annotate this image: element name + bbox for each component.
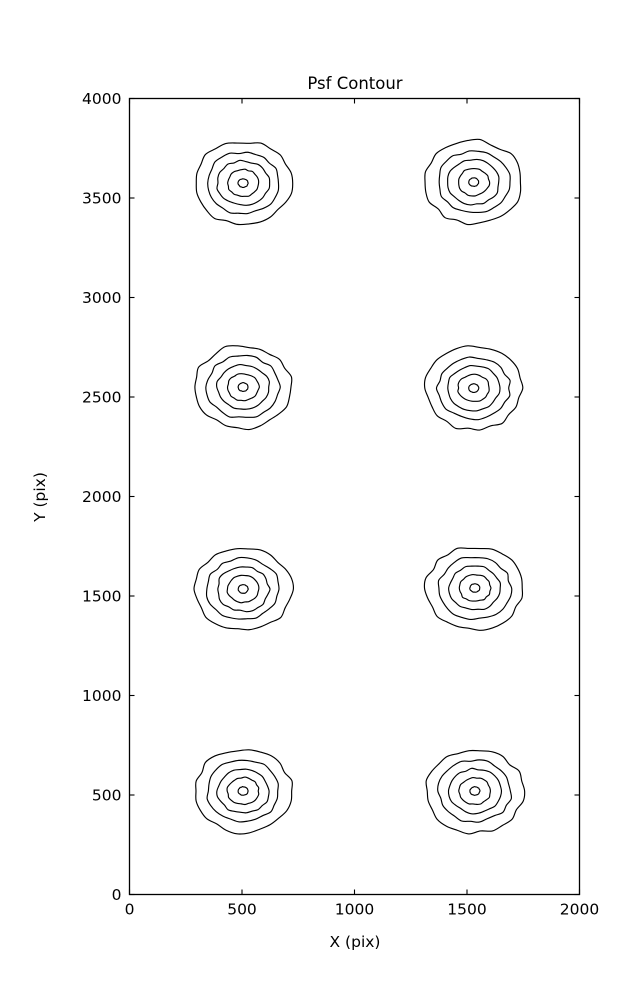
x-axis-tick-labels: 0 500 1000 1500 2000 bbox=[125, 901, 600, 919]
psf-source-contour bbox=[423, 547, 524, 631]
x-tick-label: 1000 bbox=[335, 901, 374, 919]
contour-level-ring bbox=[447, 158, 500, 206]
x-tick-label: 0 bbox=[125, 901, 135, 919]
psf-source-contour bbox=[194, 345, 293, 431]
contour-level-ring bbox=[226, 574, 260, 604]
contour-level-ring bbox=[216, 768, 270, 814]
contour-level-ring bbox=[458, 168, 491, 197]
x-tick-label: 1500 bbox=[447, 901, 486, 919]
contour-level-ring bbox=[468, 177, 480, 187]
y-axis-label: Y (pix) bbox=[31, 472, 49, 523]
contour-level-ring bbox=[448, 565, 502, 611]
contour-level-ring bbox=[193, 547, 295, 631]
y-tick-label: 3000 bbox=[82, 289, 121, 307]
y-tick-label: 500 bbox=[92, 787, 122, 805]
contour-level-ring bbox=[226, 776, 260, 806]
x-axis-ticks bbox=[128, 98, 581, 895]
y-tick-label: 0 bbox=[112, 886, 122, 904]
contour-level-ring bbox=[195, 142, 294, 226]
contour-level-ring bbox=[216, 159, 271, 206]
contour-level-ring bbox=[237, 786, 249, 796]
contour-level-ring bbox=[195, 749, 293, 835]
contour-level-ring bbox=[226, 373, 260, 402]
y-tick-label: 2500 bbox=[82, 389, 121, 407]
contour-level-ring bbox=[216, 363, 270, 410]
contour-group bbox=[193, 138, 526, 835]
x-tick-label: 2000 bbox=[560, 901, 599, 919]
y-axis-ticks bbox=[129, 97, 580, 896]
contour-level-ring bbox=[205, 556, 280, 620]
psf-source-contour bbox=[193, 547, 295, 631]
y-tick-label: 4000 bbox=[82, 90, 121, 108]
contour-level-ring bbox=[469, 786, 481, 796]
contour-level-ring bbox=[194, 345, 293, 431]
contour-level-ring bbox=[237, 178, 249, 189]
psf-source-contour bbox=[195, 749, 293, 835]
contour-level-ring bbox=[207, 151, 280, 215]
x-axis-label: X (pix) bbox=[330, 933, 381, 951]
contour-level-ring bbox=[435, 356, 511, 421]
contour-level-ring bbox=[237, 584, 249, 594]
contour-level-ring bbox=[227, 168, 260, 197]
psf-source-contour bbox=[425, 749, 526, 835]
contour-level-ring bbox=[437, 759, 513, 823]
contour-level-ring bbox=[469, 583, 481, 593]
contour-level-ring bbox=[437, 556, 513, 621]
y-axis-tick-labels: 0 500 1000 1500 2000 2500 3000 3500 4000 bbox=[82, 90, 121, 904]
contour-level-ring bbox=[206, 759, 279, 823]
psf-source-contour bbox=[423, 345, 524, 431]
contour-level-ring bbox=[217, 566, 271, 613]
contour-level-ring bbox=[425, 749, 526, 835]
contour-level-ring bbox=[447, 767, 503, 815]
contour-level-ring bbox=[205, 354, 281, 418]
contour-level-ring bbox=[423, 345, 524, 431]
psf-source-contour bbox=[424, 138, 522, 226]
contour-level-ring bbox=[458, 573, 492, 602]
y-tick-label: 2000 bbox=[82, 488, 121, 506]
y-tick-label: 3500 bbox=[82, 190, 121, 208]
contour-level-ring bbox=[447, 364, 501, 412]
contour-level-ring bbox=[458, 776, 491, 805]
contour-level-ring bbox=[237, 382, 249, 392]
y-tick-label: 1000 bbox=[82, 687, 121, 705]
psf-source-contour bbox=[195, 142, 294, 226]
y-tick-label: 1500 bbox=[82, 588, 121, 606]
contour-level-ring bbox=[457, 373, 490, 402]
contour-level-ring bbox=[438, 150, 511, 214]
x-tick-label: 500 bbox=[227, 901, 257, 919]
contour-level-ring bbox=[468, 383, 480, 394]
page-title: Psf Contour bbox=[307, 74, 402, 93]
contour-level-ring bbox=[424, 138, 522, 226]
contour-level-ring bbox=[423, 547, 524, 631]
